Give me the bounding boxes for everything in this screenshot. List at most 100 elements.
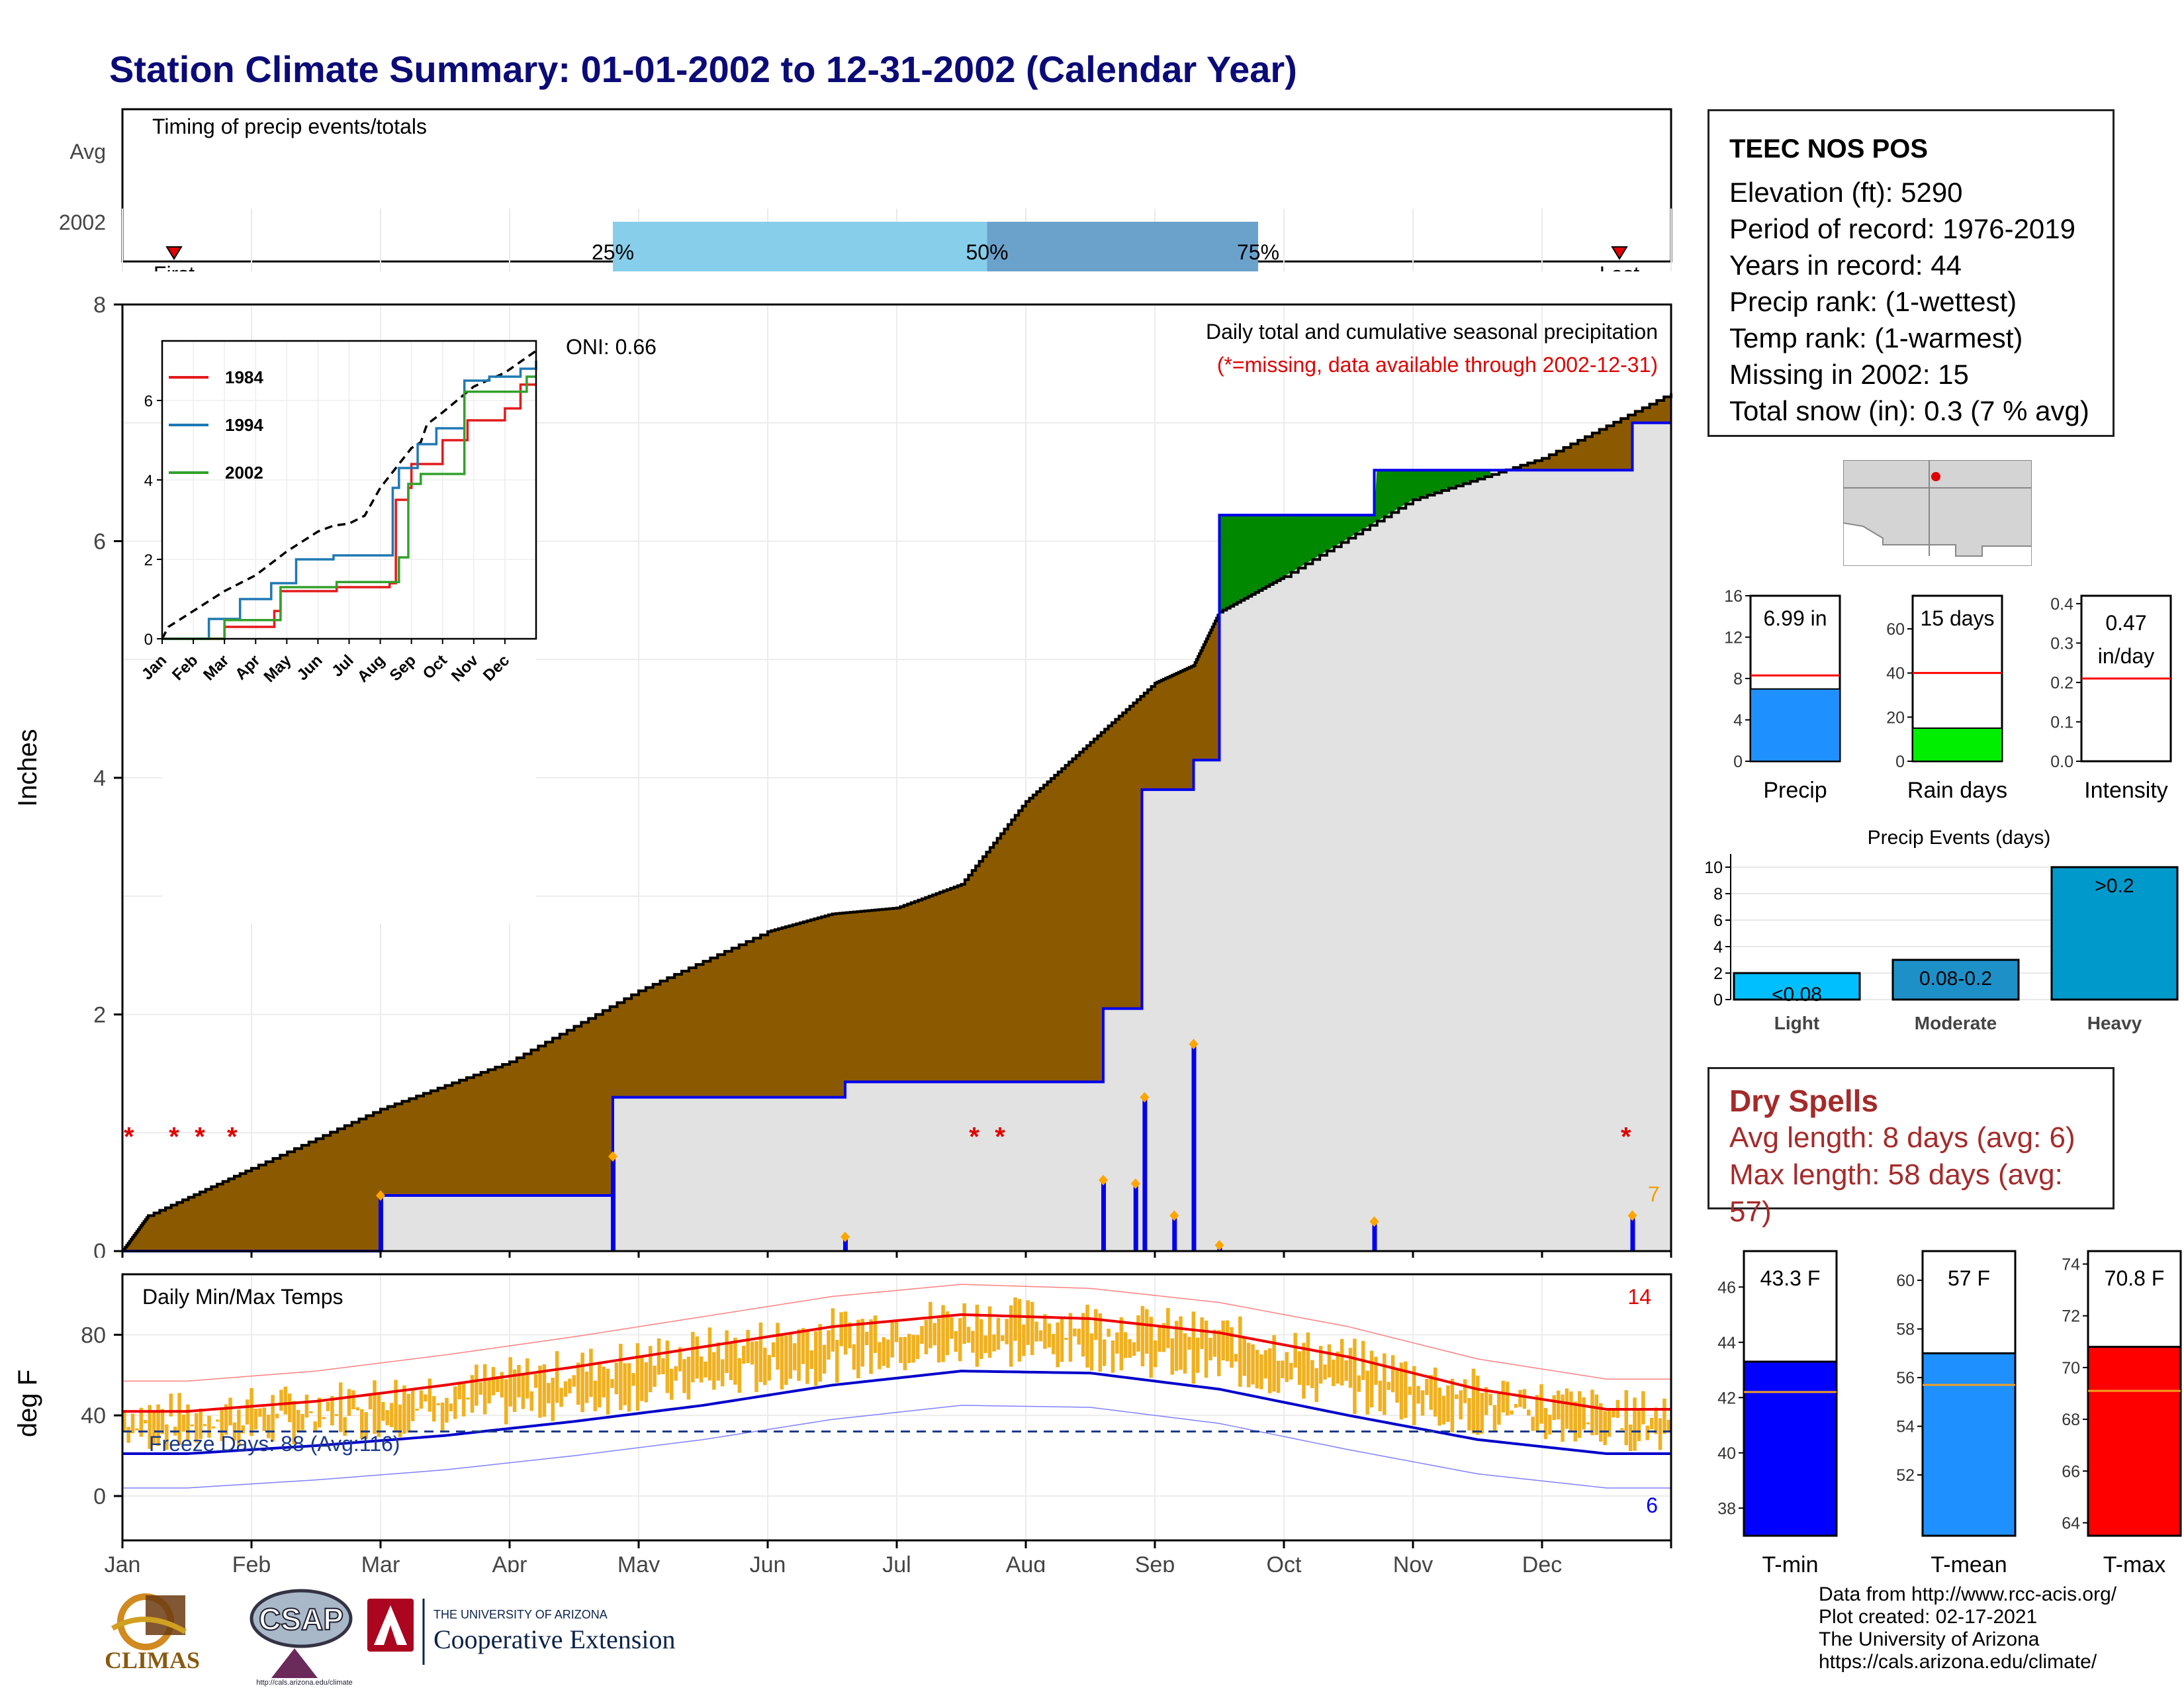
events-tick-label: 2 [1713, 964, 1723, 983]
temp-bar-tick-label: 38 [1717, 1499, 1736, 1518]
month-label: Sep [1135, 1552, 1175, 1572]
missing-day-mark: * [969, 1123, 979, 1152]
credit-line: https://cals.arizona.edu/climate/ [1819, 1651, 2097, 1673]
daily-temp-bar [1497, 1391, 1501, 1425]
month-label: Jan [105, 1552, 141, 1572]
daily-temp-bar [894, 1319, 899, 1342]
daily-temp-bar [1293, 1333, 1297, 1368]
month-label: Jun [750, 1552, 786, 1572]
daily-temp-bar [1038, 1330, 1043, 1342]
daily-temp-bar [890, 1321, 894, 1358]
daily-temp-bar [504, 1379, 508, 1425]
daily-temp-bar [1314, 1368, 1318, 1402]
temp-bar-label: T-min [1762, 1552, 1819, 1577]
daily-precip-marker [1130, 1178, 1140, 1190]
daily-temp-bar [979, 1319, 983, 1360]
events-bar [1891, 959, 2020, 1001]
daily-temp-bar [763, 1347, 767, 1385]
daily-temp-bar [347, 1389, 351, 1416]
daily-temp-bar [457, 1382, 461, 1399]
daily-temp-bar [1501, 1380, 1506, 1413]
daily-temp-bar [1107, 1329, 1111, 1337]
daily-temp-bar [1514, 1403, 1518, 1408]
daily-temp-bar [580, 1352, 584, 1413]
daily-temp-bar [614, 1362, 619, 1395]
daily-temp-bar [1527, 1409, 1531, 1416]
daily-temp-bar [1310, 1360, 1314, 1389]
daily-temp-bar [275, 1413, 279, 1419]
daily-temp-bar [805, 1331, 809, 1384]
daily-temp-bar [568, 1378, 572, 1393]
daily-temp-bar [343, 1417, 347, 1436]
daily-temp-bar [1582, 1397, 1586, 1430]
daily-temp-bar [1267, 1348, 1272, 1393]
daily-temp-bar [1641, 1391, 1645, 1425]
station-line: Elevation (ft): 5290 [1729, 177, 1963, 208]
daily-temp-bar [1510, 1410, 1514, 1415]
daily-temp-bar [1404, 1361, 1408, 1419]
daily-temp-bar [1383, 1353, 1387, 1415]
daily-temp-bar [1353, 1338, 1357, 1415]
daily-temp-bar [148, 1405, 152, 1449]
missing-day-mark: * [227, 1123, 238, 1152]
daily-temp-bar [1484, 1387, 1488, 1415]
daily-temp-bar [1327, 1344, 1332, 1378]
daily-temp-bar [1060, 1317, 1064, 1362]
month-label: Mar [361, 1552, 400, 1572]
daily-temp-bar [559, 1387, 563, 1407]
daily-temp-bar [1399, 1362, 1404, 1420]
daily-temp-bar [415, 1409, 419, 1411]
daily-temp-bar [304, 1394, 309, 1418]
daily-temp-bar [1369, 1350, 1374, 1407]
credits: Data from http://www.rcc-acis.org/ Plot … [1819, 1583, 2116, 1673]
daily-temp-bar [389, 1403, 394, 1427]
daily-temp-bar [678, 1347, 682, 1372]
daily-temp-bar [758, 1322, 763, 1382]
daily-temp-bar [1043, 1314, 1047, 1349]
daily-temp-bar [551, 1378, 555, 1421]
daily-temp-bar [1467, 1398, 1471, 1430]
daily-temp-bar [428, 1378, 432, 1412]
daily-temp-bar [1441, 1395, 1446, 1425]
daily-temp-bar [300, 1414, 304, 1430]
precip-events-title: Precip Events (days) [1868, 827, 2051, 849]
timing-bar-25-50 [613, 222, 987, 271]
first-marker [165, 246, 183, 260]
daily-temp-bar [1412, 1366, 1416, 1426]
daily-temp-bar [572, 1375, 576, 1387]
daily-temp-bar [385, 1410, 389, 1426]
daily-temp-bar [987, 1306, 992, 1358]
last-marker [1611, 246, 1628, 260]
temp-bar-tick-label: 58 [1896, 1321, 1915, 1339]
temp-summary-bars: 43.3 F 38 40 42 44 46 T-min 57 F 52 54 56 58 60 T-mea… [1717, 1250, 2182, 1577]
daily-temp-bar [529, 1391, 533, 1411]
mini-bar-tick-label: 0 [1895, 753, 1905, 771]
daily-temp-bar [771, 1342, 776, 1358]
daily-temp-bar [338, 1382, 343, 1432]
daily-temp-bar [508, 1357, 512, 1407]
mini-bar-tick-label: 0.0 [2050, 753, 2073, 771]
daily-temp-bar [1569, 1391, 1573, 1432]
daily-precip-bar [1191, 1044, 1197, 1251]
ua-logo: THE UNIVERSITY OF ARIZONA Cooperative Ex… [367, 1599, 675, 1665]
dry-spells-box: Dry Spells Avg length: 8 days (avg: 6) M… [1707, 1067, 2115, 1228]
daily-temp-bar [322, 1417, 326, 1419]
daily-temp-bar [631, 1373, 635, 1386]
daily-temp-bar [1463, 1379, 1467, 1403]
annual-summary-bars: 6.99 in 0 4 8 12 16 Precip 15 days 0 20 40 60 Rain d… [1724, 587, 2172, 803]
timing-heading: Timing of precip events/totals [152, 115, 427, 138]
events-tick-label: 8 [1713, 885, 1723, 904]
missing-day-mark: * [1621, 1123, 1631, 1152]
temp-bar-value [1921, 1352, 2017, 1537]
daily-temp-bar [1026, 1300, 1030, 1345]
daily-precip-marker [1099, 1174, 1108, 1186]
dry-spells-avg: Avg length: 8 days (avg: 6) [1729, 1121, 2075, 1154]
daily-temp-bar [160, 1409, 165, 1434]
daily-temp-bar [1573, 1401, 1578, 1442]
daily-temp-bar [1013, 1297, 1017, 1341]
daily-temp-bar [360, 1409, 364, 1439]
daily-temp-bar [929, 1301, 933, 1348]
daily-temp-bar [1387, 1382, 1390, 1390]
daily-temp-bar [1246, 1342, 1251, 1387]
daily-temp-bar [135, 1428, 139, 1430]
